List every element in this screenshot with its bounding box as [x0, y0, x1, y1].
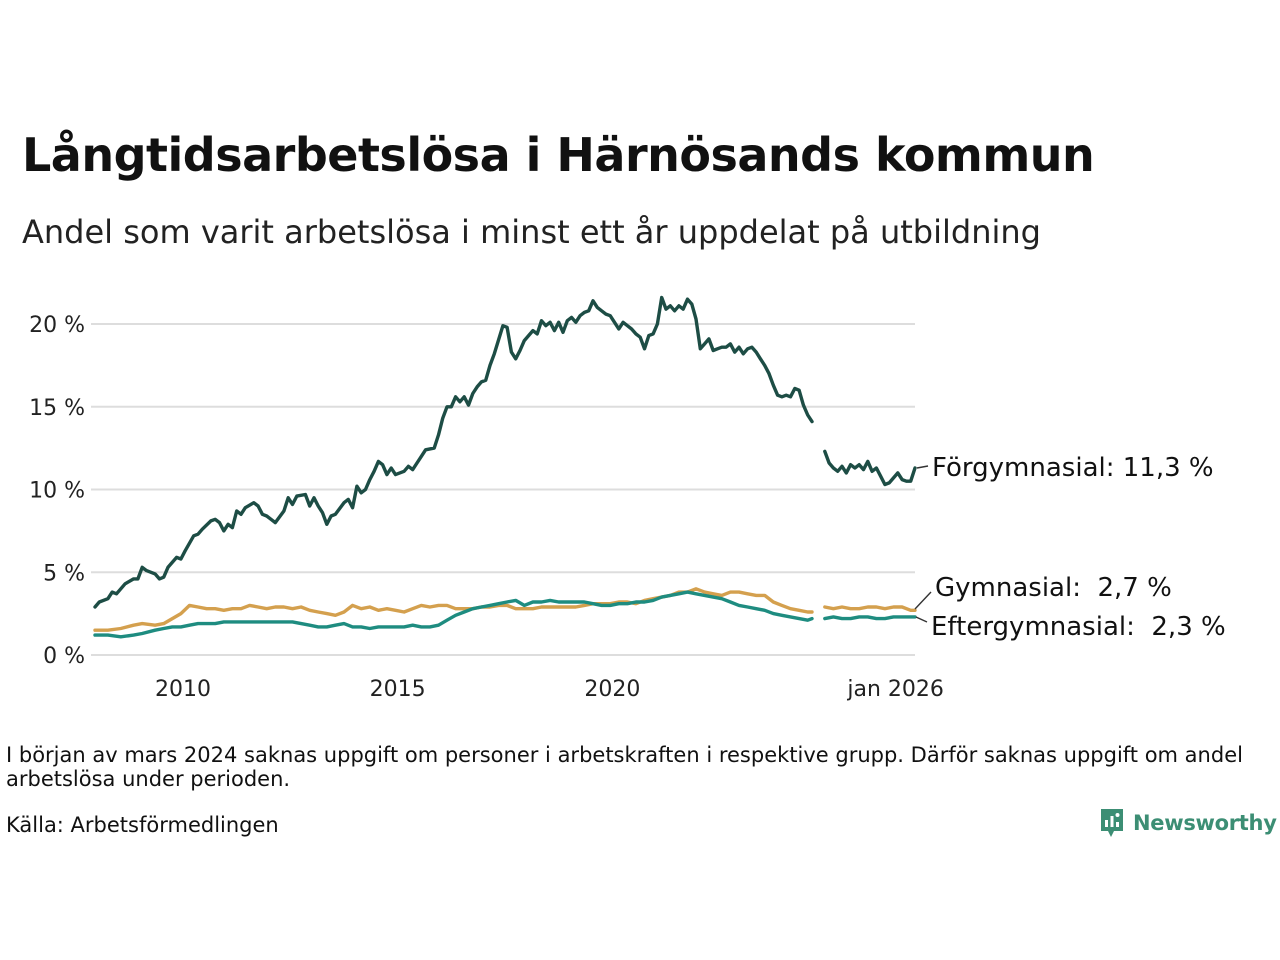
x-tick-label: 2020 — [584, 677, 640, 702]
y-tick-label: 15 % — [29, 396, 85, 421]
chart-title: Långtidsarbetslösa i Härnösands kommun — [22, 128, 1095, 182]
brand-logo: Newsworthy — [1099, 807, 1277, 839]
series-end-label-eftergymnasial: Eftergymnasial: 2,3 % — [931, 612, 1226, 642]
label-leader-line — [914, 591, 932, 610]
label-leader-line — [916, 465, 929, 469]
x-axis: 2010 2015 2020 jan 2026 — [155, 677, 944, 702]
x-tick-label: 2015 — [370, 677, 426, 702]
end-labels: Förgymnasial: 11,3 % Gymnasial: 2,7 % Efte… — [914, 453, 1226, 642]
series-line-eftergymnasial — [93, 590, 814, 639]
brand-name: Newsworthy — [1133, 811, 1277, 835]
grid — [91, 323, 915, 656]
y-tick-label: 5 % — [43, 561, 85, 586]
x-tick-label: 2010 — [155, 677, 211, 702]
series-line-förgymnasial — [823, 449, 917, 487]
line-chart: 0 %5 %10 %15 %20 % 2010 2015 2020 jan 2026 … — [29, 295, 1226, 702]
series-end-label-förgymnasial: Förgymnasial: 11,3 % — [932, 453, 1214, 483]
source-note: Källa: Arbetsförmedlingen — [6, 813, 279, 837]
y-axis: 0 % 5 % 10 % 15 % 20 % — [29, 313, 85, 669]
label-leader-line — [915, 616, 928, 623]
series-line-förgymnasial — [93, 295, 814, 609]
series-end-label-gymnasial: Gymnasial: 2,7 % — [935, 573, 1172, 603]
series-line-gymnasial — [823, 605, 917, 612]
y-tick-label: 20 % — [29, 313, 85, 338]
series-line-gymnasial — [93, 587, 814, 632]
y-tick-label: 10 % — [29, 479, 85, 504]
chart-subtitle: Andel som varit arbetslösa i minst ett å… — [22, 213, 1041, 251]
series-line-eftergymnasial — [823, 615, 917, 621]
newsworthy-logo-icon — [1101, 809, 1123, 837]
series-lines — [93, 295, 917, 639]
y-tick-label: 0 % — [43, 644, 85, 669]
x-tick-label: jan 2026 — [846, 677, 944, 702]
footnote: I början av mars 2024 saknas uppgift om … — [6, 743, 1243, 791]
